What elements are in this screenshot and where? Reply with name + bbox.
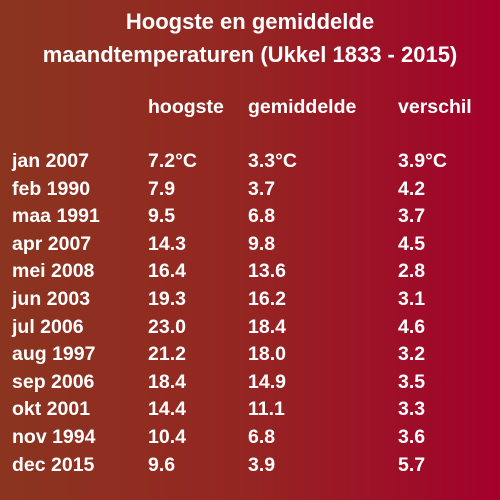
row-label: feb 1990 bbox=[12, 177, 91, 200]
row-label: dec 2015 bbox=[12, 453, 95, 476]
table-cell: 7.9 bbox=[148, 177, 176, 200]
table-cell: 13.6 bbox=[248, 260, 286, 283]
table-cell: 4.5 bbox=[398, 232, 426, 255]
table-cell: 5.7 bbox=[398, 453, 426, 476]
column-header: gemiddelde bbox=[248, 96, 357, 118]
table-cell: 6.8 bbox=[248, 205, 276, 228]
row-label: sep 2006 bbox=[12, 370, 95, 393]
table-cell: 3.2 bbox=[398, 343, 426, 366]
table-cell: 9.6 bbox=[148, 453, 176, 476]
table-cell: 3.5 bbox=[398, 370, 426, 393]
table-cell: 18.4 bbox=[248, 315, 286, 338]
table-cell: 3.3 bbox=[398, 398, 426, 421]
table-cell: 18.4 bbox=[148, 370, 186, 393]
table-cell: 3.9 bbox=[248, 453, 276, 476]
title-line: maandtemperaturen (Ukkel 1833 - 2015) bbox=[42, 42, 458, 67]
table-cell: 2.8 bbox=[398, 260, 426, 283]
row-label: aug 1997 bbox=[12, 343, 96, 366]
table-cell: 18.0 bbox=[248, 343, 286, 366]
table-cell: 9.5 bbox=[148, 205, 176, 228]
column-header: verschil bbox=[398, 96, 472, 118]
row-label: nov 1994 bbox=[12, 426, 96, 448]
table-cell: 21.2 bbox=[148, 343, 186, 366]
table-cell: 3.9°C bbox=[398, 150, 447, 172]
table-cell: 3.1 bbox=[398, 288, 426, 310]
table-cell: 14.3 bbox=[148, 232, 186, 255]
title-line: Hoogste en gemiddelde bbox=[125, 9, 375, 34]
table-cell: 14.4 bbox=[148, 398, 186, 421]
row-label: jun 2003 bbox=[12, 288, 91, 310]
row-label: jan 2007 bbox=[12, 150, 89, 172]
table-cell: 16.2 bbox=[248, 288, 286, 310]
row-label: okt 2001 bbox=[12, 398, 91, 421]
row-label: maa 1991 bbox=[12, 205, 100, 228]
table-cell: 11.1 bbox=[248, 398, 285, 421]
table-cell: 3.7 bbox=[398, 205, 426, 228]
row-label: jul 2006 bbox=[12, 315, 84, 338]
table-cell: 19.3 bbox=[148, 288, 186, 310]
table-cell: 9.8 bbox=[248, 232, 276, 255]
table-cell: 23.0 bbox=[148, 315, 186, 338]
row-label: apr 2007 bbox=[12, 232, 92, 255]
table-cell: 14.9 bbox=[248, 370, 286, 393]
table-cell: 7.2°C bbox=[148, 150, 197, 172]
table-cell: 4.2 bbox=[398, 177, 426, 200]
table-cell: 6.8 bbox=[248, 426, 276, 448]
table-cell: 10.4 bbox=[148, 426, 186, 448]
table-cell: 4.6 bbox=[398, 315, 426, 338]
table-cell: 3.6 bbox=[398, 426, 426, 448]
table-cell: 3.3°C bbox=[248, 150, 297, 172]
column-header: hoogste bbox=[148, 96, 224, 118]
table-cell: 16.4 bbox=[148, 260, 186, 283]
row-label: mei 2008 bbox=[12, 260, 95, 283]
table-cell: 3.7 bbox=[248, 177, 276, 200]
